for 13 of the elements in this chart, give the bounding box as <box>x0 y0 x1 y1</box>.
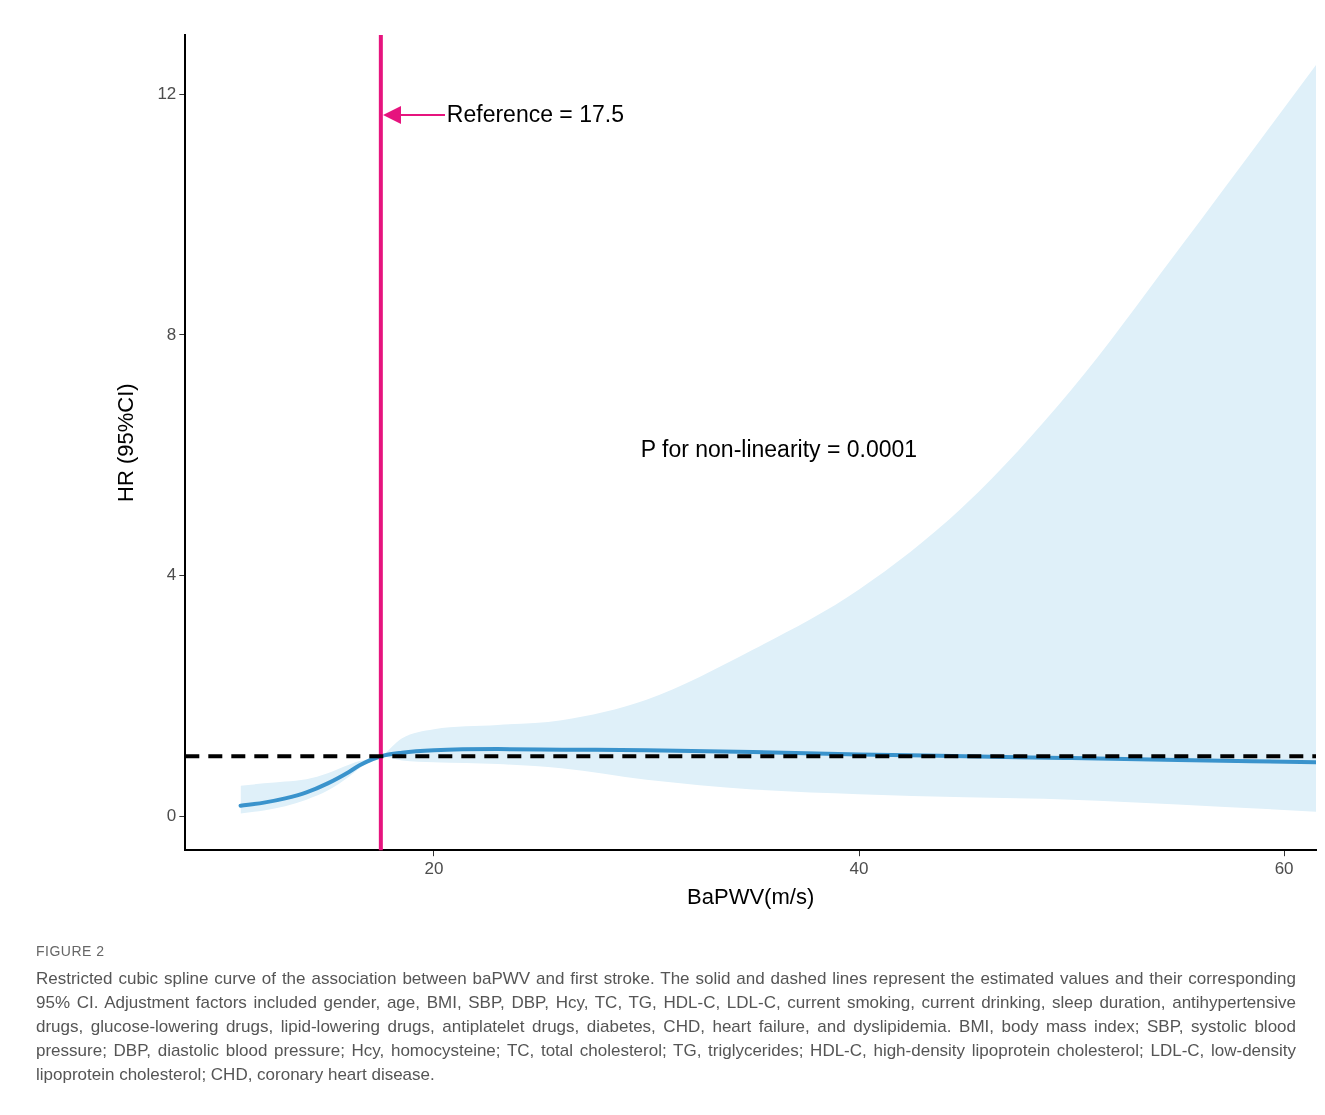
y-tick-label: 4 <box>166 565 177 585</box>
y-tick-label: 12 <box>157 83 177 103</box>
x-tick-label: 20 <box>424 859 444 879</box>
y-tick-label: 8 <box>166 324 177 344</box>
y-axis-title: HR (95%CI) <box>113 383 139 502</box>
x-tick-label: 40 <box>849 859 869 879</box>
annotation: P for non-linearity = 0.0001 <box>640 436 918 463</box>
y-tick-label: 0 <box>166 806 177 826</box>
x-tick-label: 60 <box>1274 859 1294 879</box>
x-axis-title: BaPWV(m/s) <box>687 883 815 909</box>
ref-line-label: Reference = 17.5 <box>446 101 624 128</box>
caption: FIGURE 2 <box>36 943 106 959</box>
text: Restricted cubic spline curve of the association between baPWV and first stroke. The solid and dashed lines represent the estimated values and their corresponding 95% CI. Adjustment factors included gender, age, BMI, SBP, DBP, Hcy, TC, TG, HDL-C, LDL-C, current smoking, current drinking, sleep duration, antihypertensive drugs, glucose-lowering drugs, lipid-lowering drugs, antiplatelet drugs, diabetes, CHD, heart failure, and dyslipidemia. BMI, body mass index; SBP, systolic blood pressure; DBP, diastolic blood pressure; Hcy, homocysteine; TC, total cholesterol; TG, triglycerides; HDL-C, high-density lipoprotein cholesterol; LDL-C, low-density lipoprotein cholesterol; CHD, coronary heart disease. <box>36 968 1296 1086</box>
